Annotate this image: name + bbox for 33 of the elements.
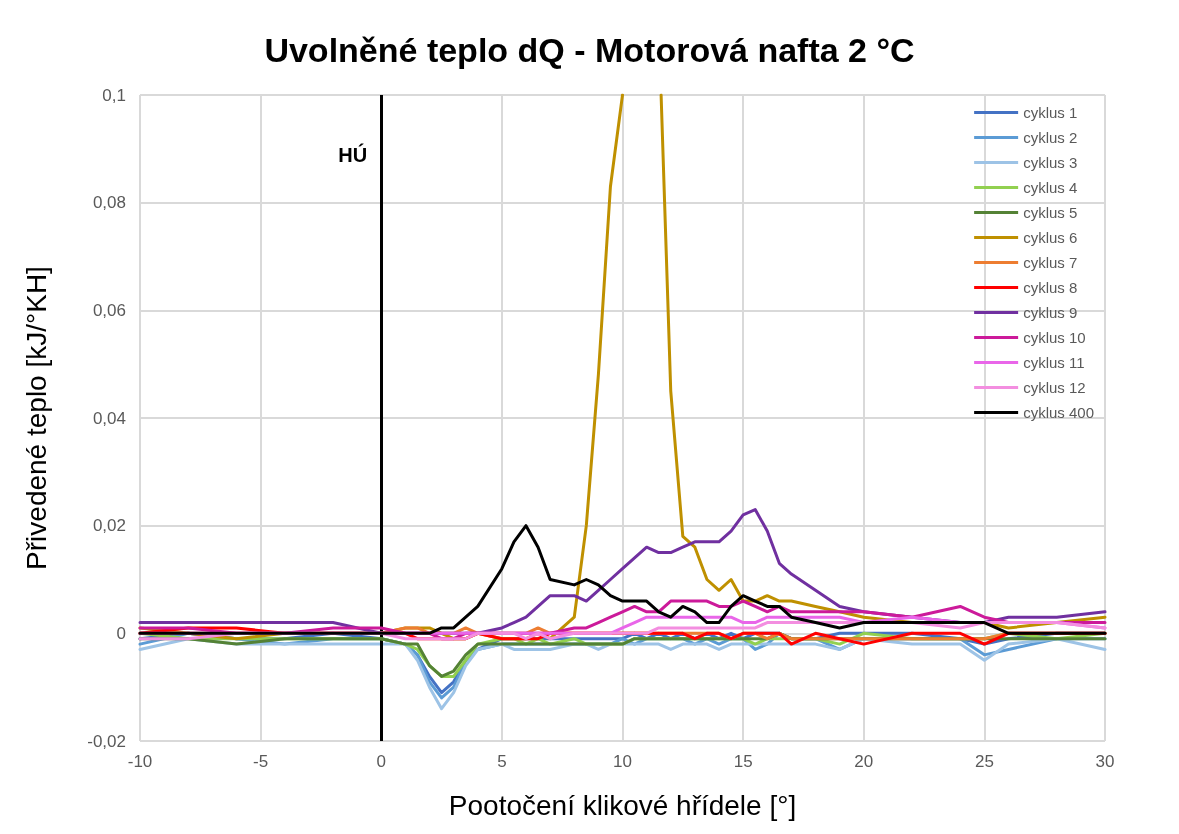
legend-label: cyklus 7 [1023,254,1078,271]
y-tick-label: -0,02 [87,731,126,751]
legend-label: cyklus 8 [1023,279,1078,296]
legend-label: cyklus 5 [1023,204,1078,221]
x-tick-label: 10 [613,752,632,771]
x-axis-title: Pootočení klikové hřídele [°] [448,789,797,821]
legend-label: cyklus 1 [1023,104,1078,121]
legend-label: cyklus 9 [1023,304,1078,321]
y-tick-label: 0,06 [92,300,126,320]
legend-label: cyklus 12 [1023,379,1086,396]
x-tick-label: 30 [1095,752,1115,771]
x-tick-label: -10 [127,752,153,771]
legend-label: cyklus 11 [1023,354,1085,371]
y-axis-title: Přivedené teplo [kJ/°KH] [20,266,52,570]
legend-label: cyklus 3 [1023,154,1078,171]
y-tick-label: 0 [116,623,126,643]
legend-label: cyklus 4 [1023,179,1078,196]
y-tick-label: 0,1 [102,85,126,105]
x-tick-label: 0 [376,752,386,771]
y-tick-label: 0,08 [92,193,126,213]
x-tick-label: 15 [733,752,753,771]
ref-line-label: HÚ [338,143,368,166]
legend-label: cyklus 6 [1023,229,1078,246]
x-tick-label: 20 [854,752,874,771]
legend-label: cyklus 2 [1023,129,1078,146]
x-tick-label: 5 [497,752,507,771]
y-tick-label: 0,04 [92,408,126,428]
y-tick-label: 0,02 [92,516,126,536]
x-tick-label: 25 [974,752,994,771]
chart-title: Uvolněné teplo dQ - Motorová nafta 2 °C [264,31,915,69]
x-tick-label: -5 [253,752,269,771]
legend-label: cyklus 400 [1023,404,1095,421]
legend-label: cyklus 10 [1023,329,1086,346]
